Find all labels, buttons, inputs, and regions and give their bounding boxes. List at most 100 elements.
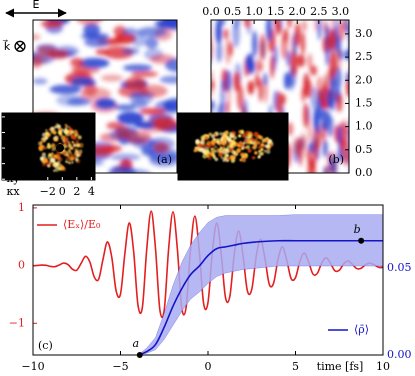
spectrum-speck [70,134,76,140]
field-blob [167,23,177,30]
spectrum-speck [70,146,74,150]
field-blob [292,136,301,156]
field-blob [123,169,151,173]
spectrum-speck [71,161,74,164]
spectrum-speck [265,138,269,141]
field-blob [327,28,336,52]
spectrum-speck [44,131,50,136]
field-blob [297,54,305,68]
field-blob [36,45,57,57]
field-blob [329,152,333,169]
spectrum-speck [246,139,251,144]
spectrum-speck [239,158,243,162]
spectrum-speck [38,146,43,152]
spectrum-speck [75,158,79,162]
spectrum-speck [239,152,243,156]
field-blob [287,20,292,29]
spectrum-speck [219,132,223,136]
panel-a-label: (a) [157,153,172,166]
field-blob [243,20,251,29]
field-blob [245,54,253,71]
x-tick-label: 1.0 [245,5,263,18]
field-blob [310,86,317,110]
field-blob [321,109,329,132]
spectrum-speck [42,162,46,167]
field-blob [334,66,342,91]
field-blob [309,158,316,171]
spectrum-speck [76,153,80,158]
field-blob [101,144,122,153]
spectrum-speck [54,167,59,172]
field-blob [144,36,159,49]
spectrum-speck [226,157,230,161]
field-blob [114,104,136,111]
spectrum-speck [67,149,71,153]
spectrum-speck [225,159,228,162]
spectrum-speck [74,133,78,137]
field-blob [283,72,290,90]
spectrum-speck [64,129,67,132]
field-blob [337,20,345,42]
spectrum-speck [44,147,47,150]
y-tick-label: 0.5 [355,143,373,156]
spectrum-speck [53,138,56,142]
annotation-point [358,237,365,244]
inset-a [2,113,95,180]
spectrum-speck [214,145,217,149]
field-blob [276,91,283,116]
x-axis-label: time [fs] [317,360,364,373]
field-blob [221,79,225,90]
spectrum-speck [236,148,241,153]
spectrum-speck [230,158,235,163]
field-blob [110,153,141,161]
spectrum-speck [78,149,83,154]
field-blob [307,53,313,70]
spectrum-speck [250,137,253,140]
field-blob [325,24,329,37]
field-blob [83,83,98,96]
field-blob [307,118,312,143]
field-blob [315,114,320,135]
inset-a-frame [1,112,96,181]
spectrum-speck [247,134,252,139]
field-blob [215,20,222,45]
spectrum-speck [67,161,71,164]
x-tick-label: 0.5 [224,5,242,18]
field-blob [294,22,301,47]
field-blob [131,33,147,47]
spectrum-speck [60,135,66,141]
y-tick-label: 1.0 [355,120,373,133]
spectrum-speck [254,138,258,143]
y-tick-label: −1 [9,316,25,329]
field-blob [303,102,309,129]
field-blob [303,72,310,97]
field-blob [276,22,282,36]
legend-label: ⟨Eₓ⟩/E₀ [63,218,101,231]
spectrum-speck [245,145,250,150]
field-blob [139,107,167,115]
x-tick-label: 0 [205,360,212,373]
field-blob [286,50,291,67]
field-blob [80,33,110,40]
spectrum-speck [225,130,229,134]
inset-x-label: κx [6,185,20,198]
spectrum-speck [199,148,203,152]
field-blob [216,41,223,63]
spectrum-speck [222,148,228,154]
y-tick-label: 1.5 [355,96,373,109]
field-blob [344,49,349,61]
spectrum-speck [73,143,77,147]
field-blob [255,74,259,88]
field-blob [348,126,349,136]
spectrum-speck [251,156,255,160]
k-direction-symbol: ⊗ [12,36,27,57]
spectrum-speck [218,148,223,153]
field-blob [314,20,318,32]
spectrum-speck [202,143,207,148]
field-blob [315,76,324,101]
field-blob [121,47,140,55]
spectrum-speck [242,157,245,161]
y-tick-label: 1 [18,201,25,214]
field-blob [159,75,177,84]
spectrum-speck [205,149,210,154]
